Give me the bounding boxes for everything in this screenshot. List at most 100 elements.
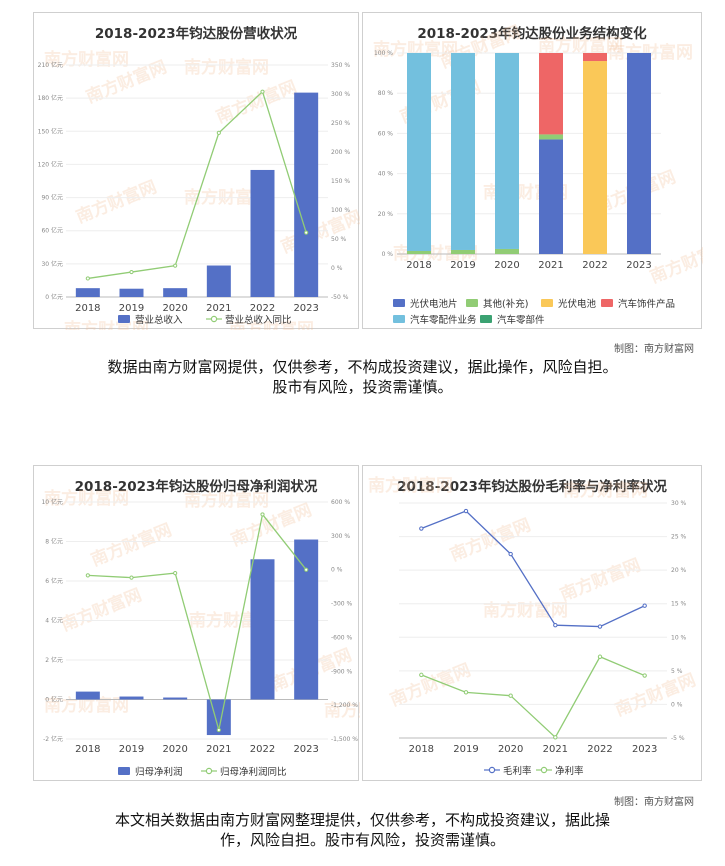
line-point xyxy=(85,573,90,578)
legend-label: 光伏电池 xyxy=(558,298,597,310)
line-point xyxy=(553,735,558,740)
line-point xyxy=(463,690,469,695)
legend-label: 光伏电池片 xyxy=(410,298,458,310)
line-point xyxy=(85,276,90,281)
tick-label: 0 % xyxy=(382,251,394,258)
legend-label: 营业总收入同比 xyxy=(225,314,292,326)
x-tick-label: 2022 xyxy=(587,744,612,755)
line-point xyxy=(216,130,221,135)
tick-label: 8 亿元 xyxy=(45,538,63,546)
tick-label: 0 % xyxy=(331,265,343,272)
bar xyxy=(75,288,100,297)
tick-label: -900 % xyxy=(331,668,353,675)
tick-label: 10 % xyxy=(671,634,687,641)
tick-label: -1,500 % xyxy=(331,736,358,743)
profit-chart-panel: 2018-2023年钧达股份归母净利润状况 南方财富网 南方财富网 南方财富网 南方财… xyxy=(33,465,360,781)
bar xyxy=(250,559,275,700)
line-point xyxy=(260,89,265,94)
line-point xyxy=(304,230,309,235)
tick-label: 90 亿元 xyxy=(41,194,63,202)
tick-label: 100 % xyxy=(331,207,350,214)
legend-label: 其他(补充) xyxy=(483,298,528,310)
watermark-text: 南方财富网 xyxy=(563,480,648,501)
tick-label: 6 亿元 xyxy=(45,577,63,585)
tick-label: 210 亿元 xyxy=(38,61,63,69)
chart-title: 2018-2023年钧达股份营收状况 xyxy=(94,26,298,42)
bar xyxy=(163,697,188,700)
tick-label: 300 % xyxy=(331,533,350,540)
line-point xyxy=(508,551,513,557)
line-series xyxy=(87,90,307,280)
tick-label: -1,200 % xyxy=(331,702,358,709)
tick-label: 100 % xyxy=(374,50,393,57)
x-tick-label: 2019 xyxy=(453,744,478,755)
watermark-text: 南方财富网 xyxy=(184,57,269,78)
legend-swatch xyxy=(601,299,613,307)
chart-title: 2018-2023年钧达股份业务结构变化 xyxy=(417,26,647,42)
legend-label: 归母净利润 xyxy=(135,766,183,778)
bar xyxy=(163,288,188,297)
tick-label: 200 % xyxy=(331,149,350,156)
watermark-text: 南方财富网 xyxy=(278,206,360,257)
tick-label: -50 % xyxy=(331,294,349,301)
watermark-text: 南方财富网 xyxy=(229,319,314,330)
disclaimer-line: 股市有风险，投资需谨慎。 xyxy=(272,378,453,396)
legend-swatch xyxy=(118,767,130,775)
x-tick-label: 2023 xyxy=(293,744,318,755)
disclaimer-line: 作，风险自担。股市有风险，投资需谨慎。 xyxy=(219,831,505,849)
profit-chart: 南方财富网南方财富网南方财富网南方财富网南方财富网南方财富网南方财富网南方财富网… xyxy=(41,488,360,778)
watermark-text: 南方财富网 xyxy=(44,488,129,509)
watermark-text: 南方财富网 xyxy=(324,700,360,721)
tick-label: 20 % xyxy=(671,567,687,574)
line-series xyxy=(87,512,307,731)
watermark-text: 南方财富网 xyxy=(373,39,458,60)
tick-label: -2 亿元 xyxy=(43,735,63,743)
legend-label: 汽车零部件 xyxy=(497,314,545,326)
tick-label: 50 % xyxy=(331,236,347,243)
stacked-bar-segment xyxy=(407,250,431,254)
tick-label: 40 % xyxy=(378,171,394,178)
disclaimer-top: 数据由南方财富网提供，仅供参考，不构成投资建议，据此操作，风险自担。 股市有风险… xyxy=(0,357,725,397)
margin-chart-panel: 2018-2023年钧达股份毛利率与净利率状况 南方财富网 南方财富网 南方财富网南… xyxy=(362,465,702,781)
tick-label: -600 % xyxy=(331,634,353,641)
legend-label: 净利率 xyxy=(555,765,584,777)
legend-swatch xyxy=(488,766,496,774)
tick-label: 0 % xyxy=(671,701,683,708)
legend-swatch xyxy=(466,299,478,307)
x-tick-label: 2020 xyxy=(162,303,187,314)
tick-label: 250 % xyxy=(331,120,350,127)
stacked-bar-segment xyxy=(407,53,431,251)
watermark-text: 南方财富网 xyxy=(612,669,699,720)
legend-label: 汽车零配件业务 xyxy=(410,314,477,326)
tick-label: 0 % xyxy=(331,567,343,574)
tick-label: 150 % xyxy=(331,178,350,185)
x-tick-label: 2023 xyxy=(293,303,318,314)
legend-swatch xyxy=(393,315,405,323)
watermark-text: 南方财富网 xyxy=(88,519,175,570)
watermark-text: 南方财富网 xyxy=(73,176,160,227)
x-tick-label: 2022 xyxy=(250,303,275,314)
stacked-bar-segment xyxy=(583,53,607,62)
legend-swatch xyxy=(540,766,548,774)
line-point xyxy=(553,623,558,628)
x-tick-label: 2021 xyxy=(538,260,563,271)
line-point xyxy=(216,727,221,733)
line-point xyxy=(419,672,424,678)
watermark-text: 南方财富网 xyxy=(184,490,269,511)
tick-label: 20 % xyxy=(378,211,394,218)
watermark-text: 南方财富网 xyxy=(538,35,623,56)
legend-label: 归母净利润同比 xyxy=(220,766,287,778)
line-point xyxy=(642,673,647,678)
tick-label: 15 % xyxy=(671,601,687,608)
line-point xyxy=(304,567,309,572)
line-point xyxy=(597,654,603,659)
x-tick-label: 2019 xyxy=(450,260,475,271)
x-tick-label: 2018 xyxy=(406,260,431,271)
x-tick-label: 2018 xyxy=(75,303,100,314)
legend-swatch xyxy=(118,315,130,323)
structure-chart: 南方财富网南方财富网南方财富网南方财富网南方财富网南方财富网南方财富网南方财富网… xyxy=(373,21,703,326)
tick-label: 60 % xyxy=(378,130,394,137)
bar xyxy=(250,169,275,297)
tick-label: 150 亿元 xyxy=(38,127,63,135)
